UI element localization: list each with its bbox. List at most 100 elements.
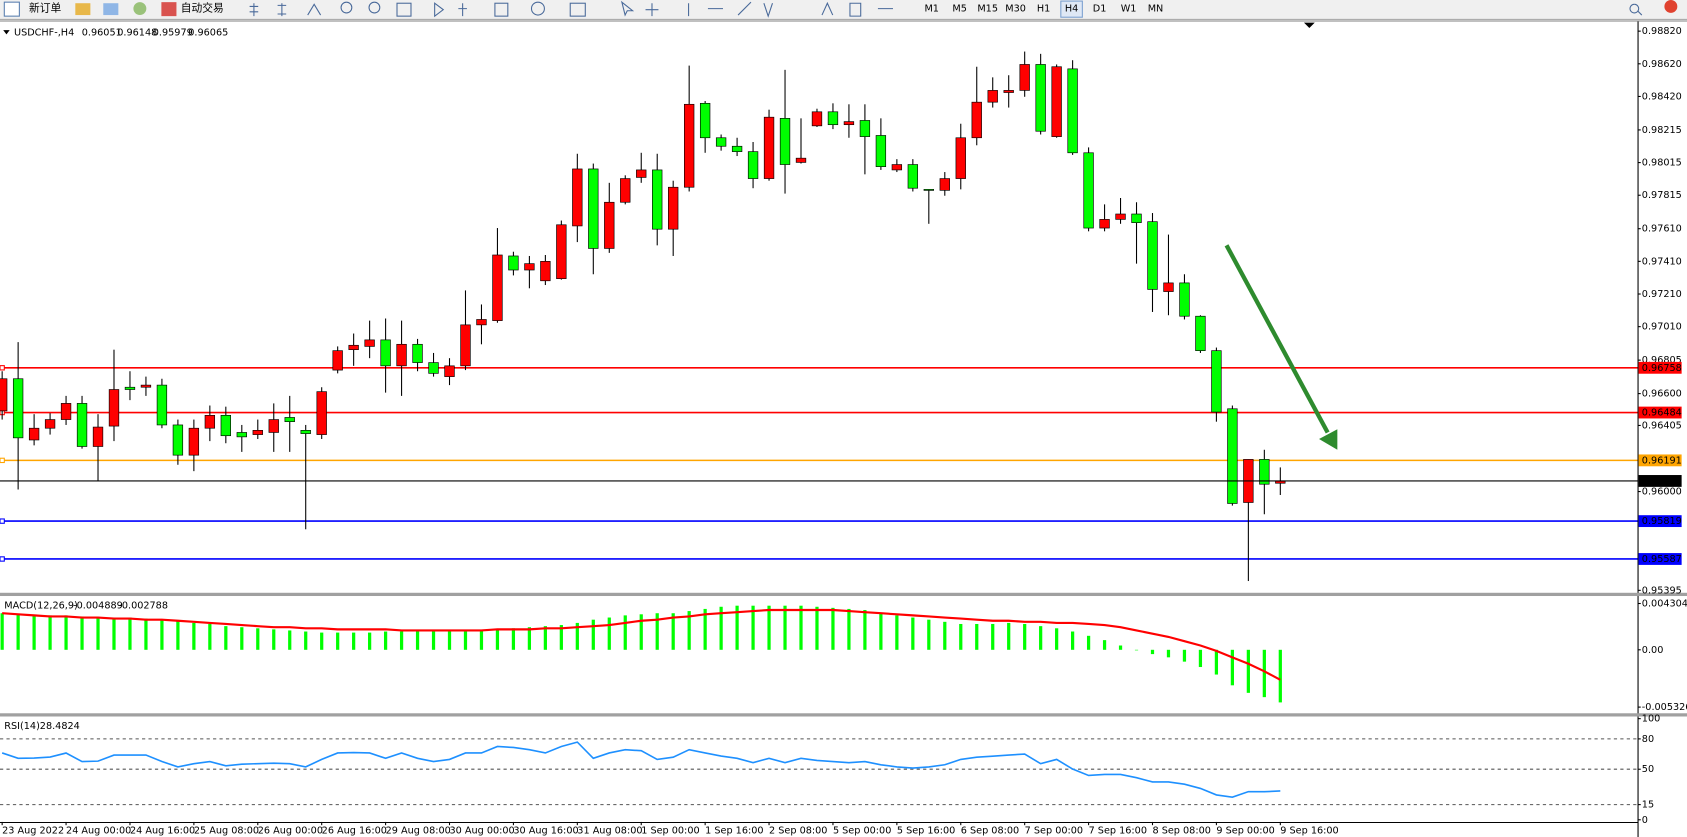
x-tick-label: 2 Sep 08:00	[769, 826, 827, 837]
macd-bar	[320, 632, 324, 650]
timeframe-button[interactable]: M15	[977, 4, 998, 15]
chart-type-icons[interactable]	[249, 3, 322, 17]
x-tick-label: 31 Aug 08:00	[577, 826, 642, 837]
trend-arrow	[1224, 244, 1338, 450]
macd-bar	[240, 627, 244, 650]
candle-body	[955, 137, 966, 179]
macd-bar	[176, 620, 180, 650]
candle-body	[348, 344, 359, 351]
indicator-icon[interactable]	[494, 2, 509, 17]
y-tick-label: 0.98820	[1642, 26, 1682, 37]
macd-bar	[304, 631, 308, 650]
y-tick-label: 50	[1642, 764, 1654, 775]
macd-bar	[495, 629, 500, 650]
candle-body	[971, 101, 982, 139]
level-anchor	[0, 365, 5, 371]
macd-bar	[815, 606, 819, 650]
tool-icon[interactable]	[103, 3, 119, 16]
zoom-in[interactable]	[340, 1, 353, 14]
timeframe-button[interactable]: H1	[1037, 4, 1050, 15]
timeframe-button[interactable]: M5	[952, 4, 967, 15]
macd-bar	[1070, 631, 1075, 650]
tool-icons[interactable]	[249, 0, 893, 18]
x-tick-label: 30 Aug 00:00	[450, 826, 515, 837]
auto-trading-icon[interactable]	[161, 2, 177, 17]
arrow-head	[1319, 429, 1338, 450]
candle-body	[715, 137, 727, 147]
candle-body	[524, 263, 535, 271]
search-icon[interactable]	[1629, 3, 1643, 16]
candle-body	[428, 362, 439, 374]
template-icon[interactable]	[569, 2, 586, 17]
tile-icon[interactable]	[396, 2, 412, 17]
ohlc-value: 0.95979	[153, 27, 193, 38]
candle-body	[76, 403, 88, 447]
candle-body	[220, 414, 231, 437]
macd-bar	[1230, 649, 1234, 686]
indicator-value: 28.4824	[40, 721, 80, 732]
y-tick-label: 0.98015	[1642, 158, 1682, 169]
macd-bar	[863, 609, 867, 650]
text-tools[interactable]	[821, 1, 893, 17]
macd-bar	[751, 605, 755, 650]
y-tick-label: 0.96405	[1642, 420, 1682, 431]
timeframe-button[interactable]: W1	[1121, 4, 1137, 15]
candle-body	[859, 120, 871, 137]
drawing-tools[interactable]	[620, 0, 774, 18]
candle-body	[795, 157, 807, 163]
macd-bar	[687, 611, 691, 650]
macd-bar	[511, 628, 516, 650]
timeframe-button[interactable]: M1	[924, 4, 939, 15]
candle-body	[987, 90, 998, 103]
timeframe-button[interactable]: D1	[1093, 4, 1107, 15]
price-label: 0.96065	[1642, 476, 1682, 487]
candle-body	[332, 350, 343, 371]
y-tick-label: 0.97010	[1642, 322, 1682, 333]
scroll-icons[interactable]	[434, 2, 467, 18]
candle-body	[1067, 68, 1078, 154]
level-label-bg	[1638, 406, 1682, 419]
timeframe-button[interactable]: M30	[1005, 4, 1026, 15]
candle-body	[636, 169, 647, 178]
new-order-button[interactable]: 新订单	[29, 2, 62, 15]
period-icon[interactable]	[530, 1, 545, 16]
new-order-icon[interactable]	[3, 1, 20, 17]
macd-bar	[799, 605, 803, 650]
candle-body	[747, 151, 759, 179]
macd-bar	[959, 623, 963, 650]
timeframe-button[interactable]: H4	[1065, 4, 1078, 15]
candle-body	[1131, 213, 1142, 223]
level-label: 0.95587	[1642, 554, 1682, 565]
pane-separator	[0, 713, 1687, 717]
zoom-out[interactable]	[368, 1, 381, 14]
candle-body	[1083, 152, 1094, 229]
auto-trading-button[interactable]: 自动交易	[181, 2, 224, 15]
y-tick-label: 0.004304	[1642, 599, 1687, 610]
x-tick-label: 25 Aug 08:00	[194, 826, 259, 837]
candle-body	[699, 102, 711, 139]
macd-bar	[48, 615, 52, 650]
active-timeframe[interactable]	[1060, 0, 1083, 18]
x-tick-label: 8 Sep 08:00	[1152, 826, 1210, 837]
y-tick-label: 15	[1642, 800, 1654, 811]
chart-title: USDCHF-,H4	[14, 27, 74, 38]
candle-body	[444, 365, 455, 377]
y-tick-label: 0.96000	[1642, 487, 1682, 498]
candle-body	[1019, 64, 1030, 91]
tool-icon[interactable]	[75, 3, 91, 16]
x-tick-label: 24 Aug 00:00	[66, 826, 131, 837]
macd-bar	[895, 615, 899, 650]
macd-bar	[1102, 640, 1107, 650]
macd-bar	[1055, 628, 1059, 650]
notification-icon[interactable]	[1664, 0, 1678, 13]
timeframe-button[interactable]: MN	[1148, 4, 1164, 15]
x-tick-label: 1 Sep 16:00	[705, 826, 763, 837]
macd-bar	[431, 631, 436, 650]
tool-icon[interactable]	[133, 2, 147, 16]
macd-bar	[623, 615, 627, 650]
macd-bar	[703, 608, 707, 650]
candle-body	[188, 427, 200, 456]
y-tick-label: 100	[1642, 714, 1660, 725]
macd-bar	[1039, 626, 1043, 650]
